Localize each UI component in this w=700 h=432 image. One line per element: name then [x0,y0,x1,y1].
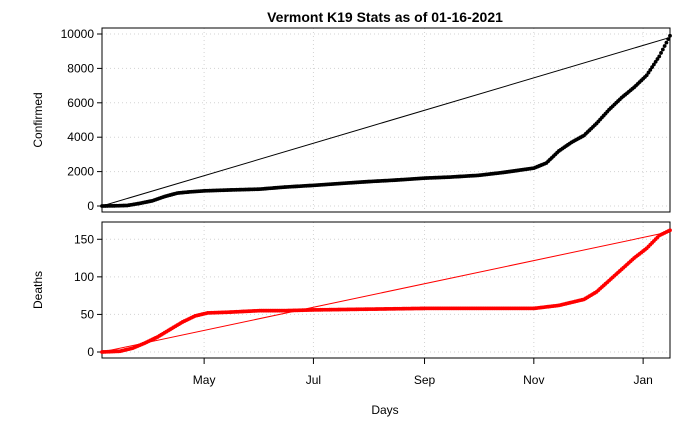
x-tick-label-2: Sep [414,373,436,387]
x-tick-label-0: May [193,373,216,387]
data-point-confirmed [664,40,669,45]
data-point-confirmed [668,33,672,38]
data-point-confirmed [657,54,662,59]
y-axis-label-confirmed: Confirmed [31,92,45,147]
chart-title: Vermont K19 Stats as of 01-16-2021 [267,9,503,25]
plot-frame-confirmed [101,27,671,213]
plot-frame-deaths [101,221,671,359]
data-point-confirmed [650,65,654,70]
data-point-confirmed [651,62,656,67]
y-tick-label-confirmed-2: 4000 [67,130,94,144]
data-point-confirmed [659,51,663,55]
y-tick-label-confirmed-3: 6000 [67,96,94,110]
y-tick-label-confirmed-0: 0 [87,199,94,213]
y-tick-label-deaths-2: 100 [74,270,94,284]
panel-confirmed: 0 2000 4000 6000 8000 10000 [61,27,672,213]
x-axis-label: Days [371,403,398,417]
x-tick-label-1: Jul [306,373,321,387]
y-tick-label-confirmed-4: 8000 [67,61,94,75]
y-tick-label-confirmed-1: 2000 [67,165,94,179]
y-tick-label-deaths-1: 50 [81,307,95,321]
data-point-confirmed [646,70,651,75]
x-tick-label-3: Nov [523,373,544,387]
data-point-confirmed [653,59,658,64]
trend-line-confirmed [101,36,671,207]
x-axis: May Jul Sep Nov Jan [193,358,653,387]
panel-deaths: 0 50 100 150 [74,221,672,359]
data-point-confirmed [648,67,653,72]
x-tick-label-4: Jan [633,373,652,387]
data-point-confirmed [655,57,660,61]
y-tick-label-confirmed-5: 10000 [61,27,95,41]
y-tick-label-deaths-0: 0 [87,345,94,359]
trend-line-deaths [101,231,671,353]
data-point-confirmed [644,73,649,78]
data-point-confirmed [666,37,671,42]
data-point-confirmed [662,44,667,48]
data-point-confirmed [660,47,665,52]
y-axis-label-deaths: Deaths [31,271,45,309]
data-point-deaths [668,228,672,233]
y-tick-label-deaths-3: 150 [74,232,94,246]
